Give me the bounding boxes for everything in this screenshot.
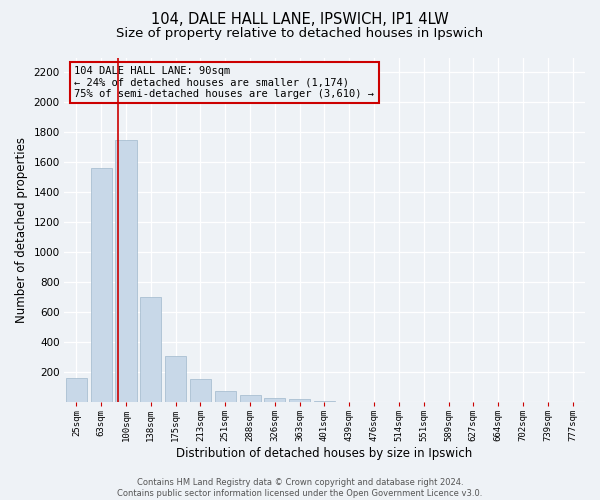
X-axis label: Distribution of detached houses by size in Ipswich: Distribution of detached houses by size … (176, 447, 473, 460)
Text: Size of property relative to detached houses in Ipswich: Size of property relative to detached ho… (116, 28, 484, 40)
Bar (265, 398, 286, 402)
Bar (289, 400, 310, 402)
Bar (190, 379, 211, 402)
Text: 104 DALE HALL LANE: 90sqm
← 24% of detached houses are smaller (1,174)
75% of se: 104 DALE HALL LANE: 90sqm ← 24% of detac… (74, 66, 374, 100)
Bar (115, 140, 137, 402)
Text: 104, DALE HALL LANE, IPSWICH, IP1 4LW: 104, DALE HALL LANE, IPSWICH, IP1 4LW (151, 12, 449, 28)
Bar (239, 395, 260, 402)
Bar (165, 356, 186, 402)
Text: Contains HM Land Registry data © Crown copyright and database right 2024.
Contai: Contains HM Land Registry data © Crown c… (118, 478, 482, 498)
Bar (215, 391, 236, 402)
Y-axis label: Number of detached properties: Number of detached properties (15, 137, 28, 323)
Bar (314, 401, 335, 402)
Bar (66, 378, 87, 402)
Bar (91, 168, 112, 402)
Bar (140, 298, 161, 402)
